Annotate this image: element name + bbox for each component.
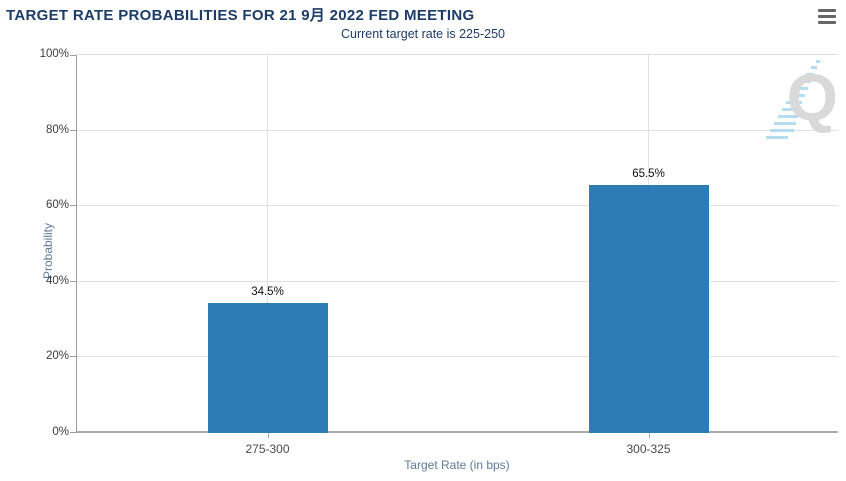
hamburger-icon [818, 9, 836, 12]
y-axis-tick-label: 20% [45, 350, 69, 363]
chart-title: TARGET RATE PROBABILITIES FOR 21 9月 2022… [6, 7, 475, 24]
y-gridline [77, 54, 838, 55]
bar-value-label: 34.5% [251, 285, 284, 298]
hamburger-icon [818, 15, 836, 18]
y-axis-tick-label: 80% [45, 123, 69, 136]
y-gridline [77, 129, 838, 131]
x-axis-tick-label: 300-325 [626, 442, 671, 456]
category-gridline [267, 55, 268, 431]
y-gridline [77, 280, 838, 282]
plot-area: 0% 20% 40% 60% 80% 100% 34.5% 275-300 65.5% 300-3… [40, 48, 838, 456]
y-axis-tick [70, 356, 77, 358]
y-gridline [77, 205, 838, 207]
x-axis-title: Target Rate (in bps) [404, 458, 510, 472]
bar-275-300[interactable] [207, 302, 328, 433]
y-axis-tick-label: 0% [52, 426, 69, 438]
y-axis-tick [70, 280, 77, 282]
hamburger-menu-button[interactable] [818, 8, 838, 25]
hamburger-icon [818, 21, 836, 24]
y-axis-tick-label: 100% [39, 48, 69, 60]
y-gridline [77, 356, 838, 358]
y-axis-tick [70, 432, 77, 433]
y-axis-tick [70, 205, 77, 207]
y-axis-tick [70, 129, 77, 131]
y-axis-tick [70, 55, 77, 56]
bar-value-label: 65.5% [632, 168, 665, 181]
x-axis-tick [648, 433, 650, 438]
bar-300-325[interactable] [588, 185, 709, 433]
chart-subtitle: Current target rate is 225-250 [341, 27, 505, 41]
y-axis-tick-label: 40% [45, 274, 69, 287]
x-axis-tick-label: 275-300 [245, 442, 290, 456]
x-axis-tick [267, 433, 269, 438]
y-axis-tick-label: 60% [45, 199, 69, 212]
